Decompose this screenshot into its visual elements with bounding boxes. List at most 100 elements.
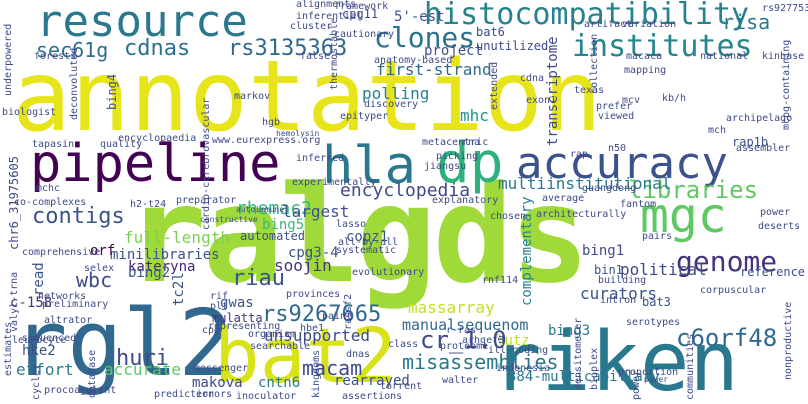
word-gena: kingdoms xyxy=(311,349,322,398)
word-collection: alignments xyxy=(296,0,357,10)
word-kateryna: kateryna xyxy=(128,259,196,275)
word-genome: genome xyxy=(676,245,778,278)
word-errors: errors xyxy=(196,389,233,400)
word-cr_1.0: cr_1.0 xyxy=(420,326,507,354)
word-inferential: cluster xyxy=(290,21,333,32)
word-bin1: bin1 xyxy=(594,263,623,277)
word-proteome: dnas xyxy=(346,349,371,360)
word-tapasin: tapasin xyxy=(32,139,75,150)
word-rna: rap xyxy=(570,149,589,160)
word-constructive: constructive xyxy=(200,215,258,224)
word-project: project xyxy=(424,43,484,59)
word-gwas: gwas xyxy=(220,295,254,311)
word-exon1: prefer xyxy=(596,101,633,112)
word-provinces: representing xyxy=(208,321,281,332)
word-building: intron xyxy=(600,295,637,306)
word-misassemblies: misassemblies xyxy=(402,350,559,374)
word-clones: clones xyxy=(374,21,476,54)
word-dp: dp xyxy=(436,131,504,196)
word-prediction: prediction xyxy=(154,389,215,400)
word-encyclopaedia: encyclopaedia xyxy=(118,133,197,144)
word-hla: hla xyxy=(322,136,416,196)
word-rap1b: rap1b xyxy=(732,135,769,149)
word-systematic: pairs xyxy=(642,231,673,242)
word-cntn6: cntn6 xyxy=(258,375,301,391)
word-rgl2: rgl2 xyxy=(12,290,234,397)
word-automated: automated xyxy=(240,229,306,243)
word-metacentric: rna xyxy=(462,137,481,148)
word-rassf2: experimentally xyxy=(292,177,377,188)
word-pipeline: pipeline xyxy=(30,134,281,194)
word-representing: paint xyxy=(322,311,353,322)
word-jiangsu: jiangsu xyxy=(424,161,467,172)
word-hke2: hke2 xyxy=(22,343,56,359)
word-nonproductive: nonproductive xyxy=(783,301,794,380)
word-intron: organism xyxy=(248,329,297,340)
word-torrent: torrent xyxy=(380,381,423,392)
word-anatomy-based: macaca xyxy=(626,51,663,62)
word-histocompatibility: histocompatibility xyxy=(424,0,750,32)
word-artifact: variation xyxy=(622,19,677,30)
word-accuracy: accuracy xyxy=(516,138,728,189)
word-effort: effort xyxy=(16,360,74,379)
word-corpuscular: corpuscular xyxy=(700,285,767,296)
word-curators: curators xyxy=(580,284,658,303)
word-orf: orf xyxy=(90,243,116,259)
word-encyclopedia: encyclopedia xyxy=(340,180,471,201)
word-cpg3-4: cpg3-4 xyxy=(288,245,339,261)
word-macaca: mapping xyxy=(624,65,667,76)
word-false: anatomy-based xyxy=(374,55,453,66)
word-chosen: lasso xyxy=(336,219,367,230)
word-viewed: kb/h xyxy=(662,93,687,104)
word-archipelago: extended xyxy=(489,61,500,110)
word-c6orf48: c6orf48 xyxy=(676,324,778,352)
word-tc2l: tc2l xyxy=(171,272,187,306)
word-altrator: networks xyxy=(38,291,87,302)
word-institutes: institutes xyxy=(572,29,753,64)
word-accurate: accurate xyxy=(104,360,182,379)
word-underpowered: underpowered xyxy=(3,23,14,96)
word-mhc: mhc xyxy=(460,106,489,125)
word-kb-h: mcv xyxy=(622,95,641,106)
word-makova: makova xyxy=(192,375,243,391)
word-paint: evolutionary xyxy=(352,267,425,278)
word-fantom: assembler xyxy=(736,143,791,154)
word-discovery: discovery xyxy=(364,99,419,110)
word-h2-t24: preparator xyxy=(176,195,237,206)
word-mchc: architecturally xyxy=(536,209,627,220)
word-comprehensive: comprehensive xyxy=(22,247,101,258)
word-bing2: bing2 xyxy=(128,265,171,281)
word-epityper: epityper xyxy=(340,111,389,122)
word-minilibraries: minilibraries xyxy=(110,247,220,263)
word-bing1: bing1 xyxy=(582,243,625,259)
word-cluster: cautionary xyxy=(334,29,395,40)
word-rearrayed: rearrayed xyxy=(334,373,410,389)
word-rhemac2: rhemac2 xyxy=(236,198,312,219)
word-texas: exon1 xyxy=(526,95,557,106)
word-quality: quality xyxy=(100,139,143,150)
word-soojin: soojin xyxy=(274,256,332,275)
word-forests: forests xyxy=(34,51,77,62)
word-assertions: assertions xyxy=(342,391,403,402)
word-bat2: bat2 xyxy=(214,311,398,400)
word-riau: riau xyxy=(232,266,285,291)
word-class: hbe1 xyxy=(300,323,325,334)
word-riken: riken xyxy=(492,315,739,404)
word-c-158: c-158 xyxy=(10,295,53,311)
word-database: indonesia xyxy=(496,363,551,374)
word-mapping: cdna xyxy=(520,73,545,84)
word-mcv: archipelago xyxy=(726,113,793,124)
word-average: average xyxy=(542,193,585,204)
word-resource: resource xyxy=(36,0,248,47)
word-national: kinbase xyxy=(762,51,805,62)
word-cardio-cerebrovascular: fantom xyxy=(620,199,657,210)
word-rs3135363: rs3135363 xyxy=(228,36,348,61)
word-bioplex: bioplex xyxy=(589,347,600,390)
word-picking: picking xyxy=(436,151,479,162)
word-requested: communities xyxy=(685,333,696,400)
word-contigs: contigs xyxy=(32,204,125,229)
word-alignments: framework xyxy=(334,1,389,12)
word-copz1: copz1 xyxy=(346,229,389,245)
word-selex: selex xyxy=(84,263,115,274)
